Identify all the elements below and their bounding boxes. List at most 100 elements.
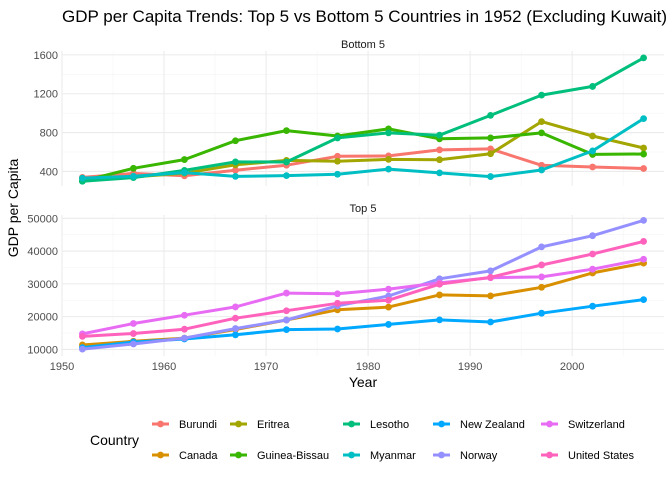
legend-item-norway: Norway	[433, 450, 498, 462]
data-point-guinea-bissau	[232, 137, 239, 145]
data-point-canada	[538, 283, 545, 291]
data-point-canada	[436, 291, 443, 299]
data-point-united-states	[538, 261, 545, 269]
data-point-myanmar	[640, 115, 647, 122]
data-point-norway	[589, 232, 596, 240]
chart-title: GDP per Capita Trends: Top 5 vs Bottom 5…	[62, 7, 667, 26]
data-point-norway	[130, 340, 137, 348]
x-axis-title: Year	[349, 374, 378, 390]
data-point-myanmar	[334, 170, 341, 178]
data-point-united-states	[232, 314, 239, 322]
y-tick-label: 50000	[27, 213, 58, 225]
data-point-norway	[79, 345, 86, 353]
x-tick-label: 1950	[50, 361, 74, 373]
legend-item-switzerland: Switzerland	[541, 419, 625, 431]
data-point-switzerland	[130, 320, 137, 327]
data-point-eritrea	[538, 118, 545, 126]
data-point-myanmar	[436, 169, 443, 177]
legend-key-point	[235, 420, 242, 428]
x-tick-label: 1960	[152, 361, 176, 373]
data-point-new-zealand	[589, 302, 596, 310]
data-point-guinea-bissau	[130, 164, 137, 172]
legend-label: Lesotho	[370, 419, 409, 431]
data-point-united-states	[436, 280, 443, 288]
data-point-switzerland	[640, 255, 647, 263]
y-tick-label: 10000	[27, 344, 58, 356]
series-line-guinea-bissau	[82, 127, 644, 183]
data-point-united-states	[130, 330, 137, 337]
data-point-guinea-bissau	[487, 134, 494, 142]
legend-label: Myanmar	[370, 450, 416, 462]
data-point-eritrea	[385, 155, 392, 163]
series-united-states	[79, 237, 647, 340]
data-point-myanmar	[130, 172, 137, 180]
data-point-myanmar	[79, 174, 86, 182]
y-tick-label: 1600	[34, 50, 58, 62]
legend-label: New Zealand	[460, 419, 525, 431]
data-point-united-states	[640, 237, 647, 245]
legend-key-point	[546, 420, 553, 428]
data-point-myanmar	[538, 166, 545, 174]
data-point-switzerland	[385, 285, 392, 293]
data-point-lesotho	[538, 91, 545, 99]
legend-item-new-zealand: New Zealand	[433, 419, 525, 431]
data-point-eritrea	[436, 156, 443, 164]
data-point-lesotho	[283, 158, 290, 166]
legend-key-point	[546, 451, 553, 459]
data-point-canada	[385, 303, 392, 311]
data-point-switzerland	[181, 311, 188, 319]
data-point-guinea-bissau	[283, 127, 290, 135]
legend-key-point	[157, 451, 164, 459]
data-point-united-states	[334, 299, 341, 307]
data-point-united-states	[385, 296, 392, 304]
legend-item-canada: Canada	[152, 450, 218, 462]
legend-key-point	[235, 451, 242, 459]
legend-label: Guinea-Bissau	[257, 450, 329, 462]
data-point-lesotho	[385, 129, 392, 137]
data-point-lesotho	[334, 134, 341, 142]
legend-item-united-states: United States	[541, 450, 635, 462]
data-point-united-states	[487, 273, 494, 281]
legend-item-eritrea: Eritrea	[230, 419, 290, 431]
data-point-united-states	[79, 332, 86, 340]
series-line-lesotho	[82, 56, 645, 183]
series-line-united-states	[82, 239, 644, 338]
legend-title: Country	[90, 432, 139, 448]
data-point-burundi	[538, 161, 545, 169]
data-point-switzerland	[283, 289, 290, 297]
data-point-united-states	[589, 250, 596, 258]
data-point-lesotho	[436, 131, 443, 139]
data-point-eritrea	[334, 157, 341, 165]
data-point-norway	[232, 325, 239, 332]
data-point-myanmar	[283, 172, 290, 180]
y-tick-label: 40000	[27, 246, 58, 258]
data-point-burundi	[334, 152, 341, 160]
data-point-new-zealand	[283, 326, 290, 334]
legend-key-point	[157, 420, 164, 428]
legend: Burundi Canada Eritrea Guinea-Bissau Lesotho…	[152, 419, 635, 462]
data-point-united-states	[283, 307, 290, 315]
y-tick-label: 1200	[34, 89, 58, 101]
panel-bottom-5: Bottom 5 400 800 1200 1600	[34, 39, 664, 186]
data-point-eritrea	[589, 132, 596, 140]
legend-item-lesotho: Lesotho	[343, 419, 409, 431]
panel-label-top-5: Top 5	[350, 203, 377, 215]
x-tick-label: 1970	[254, 361, 278, 373]
data-point-burundi	[232, 166, 239, 174]
legend-key-point	[438, 420, 445, 428]
data-point-norway	[487, 267, 494, 275]
data-point-myanmar	[232, 172, 239, 180]
data-point-guinea-bissau	[181, 156, 188, 163]
y-tick-label: 400	[40, 166, 58, 178]
panel-label-bottom-5: Bottom 5	[341, 39, 385, 51]
legend-key-point	[348, 451, 355, 459]
data-point-canada	[487, 292, 494, 300]
x-tick-label: 1990	[458, 361, 482, 373]
data-point-lesotho	[589, 83, 596, 90]
data-point-new-zealand	[385, 321, 392, 328]
data-point-burundi	[487, 145, 494, 153]
data-point-norway	[640, 216, 647, 224]
data-point-new-zealand	[334, 325, 341, 333]
data-point-lesotho	[232, 158, 239, 166]
